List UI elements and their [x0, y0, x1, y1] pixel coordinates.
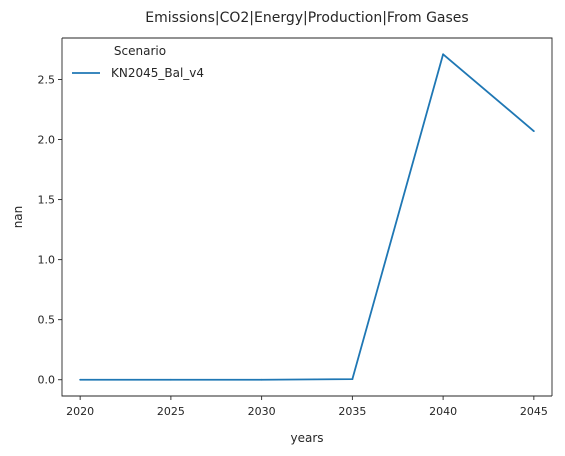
data-point — [442, 53, 445, 56]
data-point — [79, 378, 82, 381]
x-tick-label: 2020 — [66, 405, 94, 418]
x-tick-label: 2030 — [248, 405, 276, 418]
y-axis-label: nan — [11, 206, 25, 229]
series-line — [80, 53, 535, 381]
x-tick-label: 2025 — [157, 405, 185, 418]
y-axis: 0.0 0.5 1.0 1.5 2.0 2.5 — [38, 73, 62, 387]
x-tick-label: 2040 — [429, 405, 457, 418]
legend-title: Scenario — [114, 44, 166, 58]
plot-frame — [61, 38, 552, 397]
data-point — [169, 378, 172, 381]
plot-area — [61, 37, 553, 397]
y-tick-label: 2.5 — [38, 73, 56, 86]
legend-entry-label: KN2045_Bal_v4 — [111, 66, 204, 80]
y-tick-label: 2.0 — [38, 134, 56, 147]
y-tick-label: 0.5 — [38, 314, 56, 327]
chart-title: Emissions|CO2|Energy|Production|From Gas… — [145, 10, 468, 26]
data-point — [351, 378, 354, 381]
data-point — [260, 378, 263, 381]
x-tick-label: 2035 — [338, 405, 366, 418]
y-tick-label: 1.5 — [38, 194, 56, 207]
y-tick-label: 1.0 — [38, 254, 56, 267]
series-layer — [79, 53, 535, 381]
legend: Scenario KN2045_Bal_v4 — [72, 44, 204, 80]
data-point — [532, 130, 535, 133]
y-tick-label: 0.0 — [38, 374, 56, 387]
x-axis: 2020 2025 2030 2035 2040 2045 — [66, 396, 548, 418]
plot-frame-top-right — [62, 37, 553, 396]
x-axis-label: years — [290, 431, 323, 445]
x-tick-label: 2045 — [520, 405, 548, 418]
